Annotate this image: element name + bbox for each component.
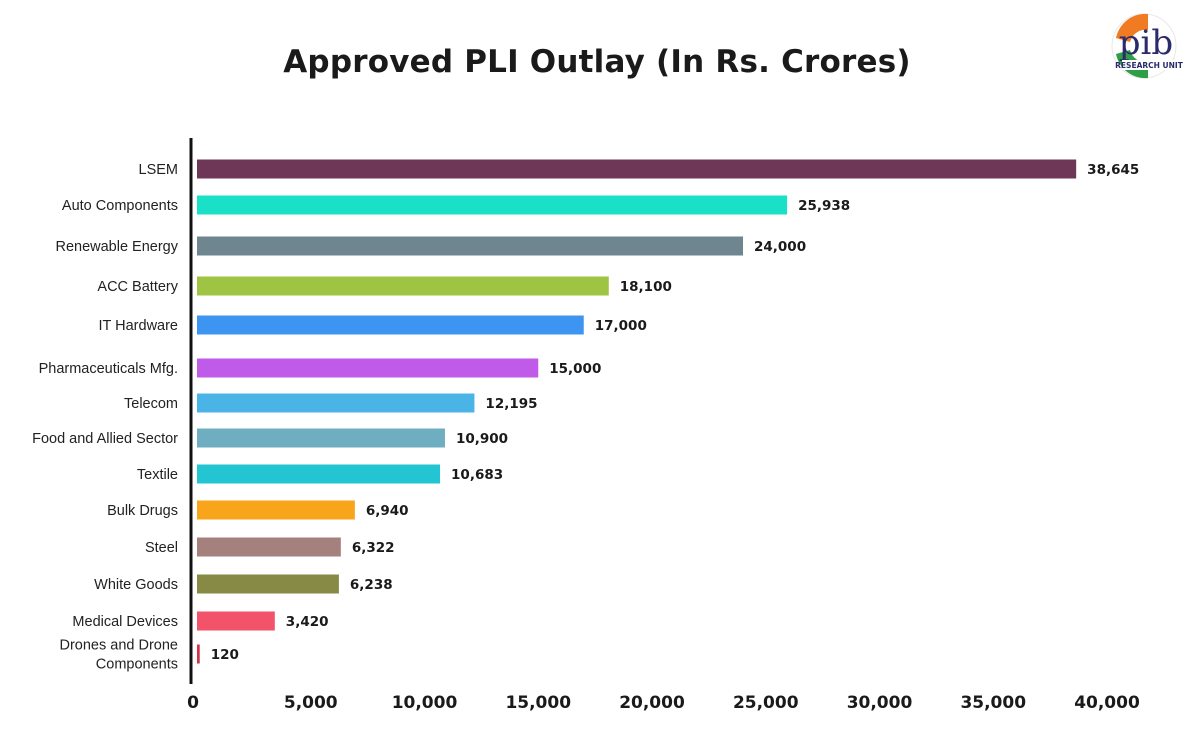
x-tick-label: 10,000 (392, 693, 458, 713)
category-label: Drones and Drone Components (60, 638, 179, 673)
value-label: 10,683 (451, 467, 503, 483)
category-label: Food and Allied Sector (32, 431, 178, 447)
x-tick-label: 35,000 (960, 693, 1026, 713)
bar (197, 276, 609, 296)
bar (197, 393, 475, 413)
category-label: White Goods (94, 577, 178, 593)
category-label: ACC Battery (97, 279, 178, 295)
category-label: Auto Components (62, 198, 178, 214)
x-tick-label: 0 (187, 693, 199, 713)
x-tick-label: 40,000 (1074, 693, 1140, 713)
bar (197, 236, 743, 256)
category-label: IT Hardware (98, 318, 178, 334)
value-label: 10,900 (456, 431, 508, 447)
category-label: Steel (145, 540, 178, 556)
bar (197, 644, 200, 664)
bar (197, 500, 355, 520)
category-label: Medical Devices (72, 614, 178, 630)
bar (197, 159, 1077, 179)
x-tick-label: 20,000 (619, 693, 685, 713)
x-tick-label: 5,000 (284, 693, 338, 713)
value-label: 120 (211, 647, 239, 663)
value-label: 6,940 (366, 503, 409, 519)
x-tick-label: 30,000 (847, 693, 913, 713)
bar (197, 358, 539, 378)
bar (197, 537, 341, 557)
x-tick-label: 25,000 (733, 693, 799, 713)
category-label: Bulk Drugs (107, 503, 178, 519)
x-tick-label: 15,000 (505, 693, 571, 713)
category-label: Telecom (124, 396, 178, 412)
value-label: 6,238 (350, 577, 393, 593)
value-label: 17,000 (595, 318, 647, 334)
bar (197, 428, 445, 448)
svg-text:pib: pib (1119, 23, 1173, 63)
category-label: Pharmaceuticals Mfg. (39, 361, 178, 377)
value-label: 6,322 (352, 540, 395, 556)
value-label: 3,420 (286, 614, 329, 630)
category-label: Renewable Energy (55, 239, 178, 255)
bar (197, 315, 584, 335)
bar (197, 574, 339, 594)
bar (197, 464, 441, 484)
value-label: 24,000 (754, 239, 806, 255)
category-label: Textile (137, 467, 178, 483)
bar (197, 611, 275, 631)
value-label: 15,000 (549, 361, 601, 377)
value-label: 18,100 (620, 279, 672, 295)
value-label: 25,938 (798, 198, 850, 214)
value-label: 12,195 (485, 396, 537, 412)
category-label: LSEM (139, 162, 179, 178)
pib-research-unit-logo: pib RESEARCH UNIT (1108, 8, 1186, 84)
svg-text:RESEARCH UNIT: RESEARCH UNIT (1115, 61, 1184, 70)
value-label: 38,645 (1087, 162, 1139, 178)
bar (197, 195, 788, 215)
chart-title: Approved PLI Outlay (In Rs. Crores) (283, 44, 911, 80)
